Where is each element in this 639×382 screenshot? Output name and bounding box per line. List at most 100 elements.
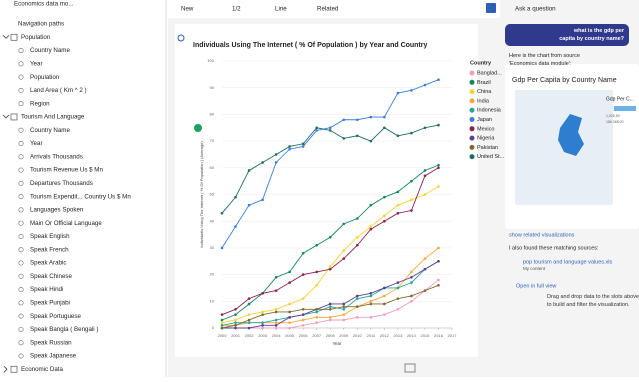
group-name[interactable]: Tourism And Language — [21, 114, 85, 121]
point — [396, 308, 400, 311]
point — [342, 302, 346, 306]
legend-label[interactable]: India — [477, 98, 490, 104]
field-name[interactable]: Speak Japanese — [30, 353, 77, 360]
question-text: what is the gdp per capita by country nam… — [559, 28, 625, 42]
point — [423, 193, 427, 196]
point — [301, 324, 305, 327]
legend-label[interactable]: Banglad... — [477, 70, 502, 76]
field-name[interactable]: Arrivals Thousands — [30, 153, 83, 160]
point — [220, 313, 224, 316]
field-name[interactable]: Speak Arabic — [30, 260, 66, 267]
point — [383, 286, 386, 290]
open-link: Open in full view — [516, 283, 556, 289]
point — [288, 326, 291, 330]
field-name[interactable]: Population — [30, 74, 60, 81]
new-button[interactable]: New — [181, 6, 194, 13]
point — [220, 324, 224, 327]
chat-icon[interactable] — [486, 3, 496, 13]
field-name[interactable]: Departures Thousands — [30, 180, 93, 187]
point — [369, 300, 373, 303]
point — [288, 310, 291, 314]
field-icon — [18, 287, 24, 293]
field-name[interactable]: Speak Russian — [30, 339, 72, 346]
point — [437, 246, 440, 250]
legend-label[interactable]: Mexico — [477, 126, 494, 132]
field-icon — [18, 326, 24, 332]
chart-title: Individuals Using The Internet ( % Of Po… — [193, 42, 428, 49]
expander[interactable] — [3, 365, 8, 373]
related-button[interactable]: Related — [317, 6, 339, 13]
legend-swatch — [469, 154, 475, 160]
field-name[interactable]: Speak Hindi — [30, 286, 63, 293]
legend-label[interactable]: China — [477, 89, 492, 95]
point — [274, 161, 278, 164]
point — [355, 316, 359, 319]
field-name[interactable]: Tourism Expendit... Country Us $ Mn — [30, 193, 131, 200]
point — [234, 324, 237, 327]
legend-label[interactable]: Brazil — [477, 80, 491, 86]
field-icon — [18, 61, 24, 67]
add-icon[interactable] — [177, 34, 185, 42]
point — [234, 318, 237, 322]
expander[interactable] — [2, 34, 10, 39]
field-name[interactable]: Year — [30, 60, 43, 67]
point — [274, 275, 278, 279]
field-name[interactable]: Speak Bangla ( Bengali ) — [30, 326, 98, 333]
legend-label[interactable]: Japan — [477, 117, 492, 123]
point — [328, 129, 332, 132]
point — [261, 313, 264, 316]
legend-swatch — [469, 89, 475, 95]
chart-type-button[interactable]: Line — [275, 6, 287, 13]
field-name[interactable]: Land Area ( Km ^ 2 ) — [30, 87, 87, 94]
x-tick-label: 2001 — [231, 333, 241, 338]
y-axis-label: Individuals Using The Internet ( % Of Po… — [199, 141, 204, 248]
point — [342, 305, 346, 308]
point — [342, 137, 346, 140]
field-icon — [18, 167, 24, 173]
field-name[interactable]: Languages Spoken — [30, 207, 84, 214]
field-name[interactable]: Year — [30, 140, 43, 147]
field-name[interactable]: Main Or Official Language — [30, 220, 102, 227]
point — [288, 302, 291, 306]
point — [355, 243, 359, 247]
point — [301, 313, 305, 316]
legend-label[interactable]: Nigeria — [477, 136, 495, 142]
point — [396, 281, 400, 284]
point — [328, 318, 332, 322]
legend-title: Country — [470, 60, 492, 66]
point — [437, 283, 440, 287]
field-icon — [18, 247, 24, 253]
field-name[interactable]: Country Name — [30, 47, 70, 54]
group-name[interactable]: Economic Data — [21, 366, 64, 373]
field-name[interactable]: Country Name — [30, 127, 70, 134]
field-name[interactable]: Speak English — [30, 233, 70, 240]
legend-label[interactable]: United St... — [477, 154, 505, 160]
point — [410, 209, 413, 212]
point — [274, 289, 278, 292]
field-name[interactable]: Speak French — [30, 246, 69, 253]
table-icon[interactable] — [404, 363, 416, 373]
group-name[interactable]: Population — [21, 34, 51, 41]
point — [247, 169, 251, 172]
ask-input[interactable]: Ask a question — [515, 6, 556, 13]
field-name[interactable]: Speak Punjabi — [30, 300, 70, 307]
point — [288, 145, 291, 148]
field-name[interactable]: Speak Portuguese — [30, 313, 81, 320]
field-name[interactable]: Region — [30, 100, 50, 107]
field-name[interactable]: Tourism Revenue Us $ Mn — [30, 167, 103, 174]
point — [369, 225, 373, 228]
legend-label[interactable]: Indonesia — [477, 108, 502, 114]
legend-swatch — [469, 70, 475, 76]
point — [328, 265, 332, 268]
nav-paths[interactable]: Navigation paths — [18, 21, 64, 28]
color-scale — [614, 106, 636, 111]
scale-min: 1,026.59 — [606, 114, 620, 118]
field-icon — [18, 340, 24, 346]
legend-label[interactable]: Pakistan — [477, 145, 498, 151]
point — [274, 318, 278, 322]
field-name[interactable]: Speak Chinese — [30, 273, 73, 280]
point — [301, 297, 305, 300]
y-tick-label: 50 — [210, 192, 215, 197]
point — [315, 321, 319, 324]
expander[interactable] — [2, 114, 10, 119]
